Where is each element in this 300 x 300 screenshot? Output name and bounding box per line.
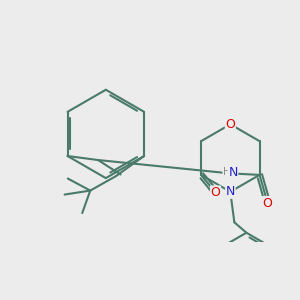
Text: N: N xyxy=(228,166,238,179)
Text: N: N xyxy=(226,185,235,198)
Text: H: H xyxy=(223,167,230,178)
Text: O: O xyxy=(225,118,235,131)
Text: O: O xyxy=(211,186,220,199)
Text: O: O xyxy=(262,196,272,209)
